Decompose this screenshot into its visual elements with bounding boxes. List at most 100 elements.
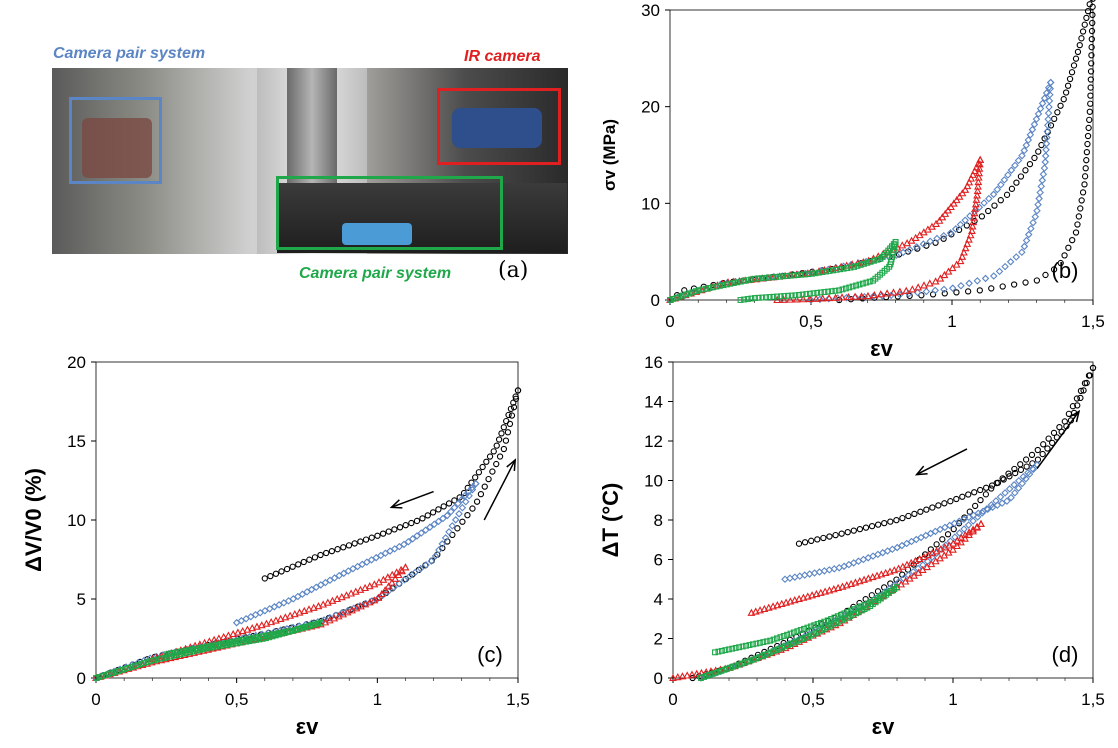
platform: [277, 183, 567, 253]
data-point: [965, 528, 974, 536]
data-point: [1077, 394, 1084, 402]
data-point: [982, 491, 990, 498]
data-point: [1006, 473, 1013, 480]
data-point: [1031, 154, 1038, 162]
data-point: [834, 583, 843, 592]
arrow-head: [389, 499, 403, 509]
data-point: [836, 287, 842, 294]
data-point: [999, 283, 1006, 290]
data-point: [829, 585, 838, 593]
data-point: [952, 195, 961, 204]
data-point: [678, 672, 687, 680]
data-point: [815, 568, 824, 576]
data-point: [838, 293, 846, 301]
data-point: [1054, 109, 1061, 116]
data-point: [1074, 402, 1081, 409]
data-point: [828, 616, 835, 622]
data-point: [1087, 68, 1095, 75]
data-point: [940, 543, 949, 551]
data-point: [902, 286, 911, 294]
data-point: [1089, 364, 1097, 372]
data-point: [151, 657, 157, 664]
data-point: [955, 517, 963, 526]
data-point: [898, 541, 906, 550]
data-point: [1039, 170, 1048, 179]
data-point: [351, 540, 358, 547]
data-point: [1023, 463, 1030, 470]
data-point: [448, 522, 457, 530]
plot-frame: [95, 361, 519, 679]
data-point: [1069, 403, 1077, 410]
data-point: [278, 568, 285, 575]
x-tick-label: 1: [947, 312, 956, 331]
chart-b: 0 10 20 30 0 0,5 1 1,5 εv σv (MPa) (b): [600, 0, 1105, 361]
data-point: [923, 242, 930, 249]
series-square: [698, 584, 900, 681]
data-point: [1028, 451, 1036, 459]
data-point: [803, 592, 812, 600]
data-point: [1047, 122, 1055, 129]
data-point: [941, 209, 950, 217]
data-point: [839, 286, 846, 293]
data-point: [944, 531, 952, 538]
data-point: [980, 199, 988, 207]
arrow-head: [914, 465, 928, 476]
data-point: [363, 558, 371, 566]
data-point: [372, 553, 380, 562]
data-point: [805, 570, 814, 578]
x-tick-label: 1,5: [506, 690, 530, 709]
y-tick-label: 20: [67, 353, 86, 372]
data-point: [386, 547, 394, 555]
data-point: [732, 644, 739, 651]
data-point: [826, 267, 833, 274]
data-point: [424, 512, 431, 519]
data-point: [743, 642, 749, 649]
data-point: [1044, 445, 1051, 452]
series-triangle: [666, 155, 985, 304]
data-point: [807, 296, 815, 304]
data-point: [312, 583, 320, 592]
data-point: [1032, 115, 1041, 123]
data-point: [295, 608, 304, 616]
data-point: [367, 556, 376, 564]
data-point: [926, 237, 934, 246]
data-point: [1050, 429, 1058, 437]
data-point: [997, 180, 1005, 189]
data-point: [703, 285, 710, 292]
data-point: [1077, 205, 1084, 212]
data-point: [421, 526, 430, 534]
data-point: [844, 292, 853, 301]
data-point: [940, 270, 949, 279]
data-point: [906, 245, 914, 254]
data-point: [991, 202, 998, 209]
data-point: [974, 159, 983, 167]
data-point: [756, 606, 764, 614]
y-tick-label: 16: [644, 353, 663, 372]
data-point: [949, 199, 958, 207]
x-tick-label: 1: [373, 690, 382, 709]
y-axis-label: ΔT (°C): [598, 483, 623, 558]
data-point: [505, 411, 512, 419]
data-point: [342, 591, 351, 599]
data-point: [419, 515, 426, 522]
data-point: [964, 288, 972, 295]
data-point: [792, 295, 801, 303]
data-point: [289, 595, 298, 603]
data-point: [959, 493, 966, 500]
data-point: [387, 578, 396, 586]
data-point: [321, 578, 330, 587]
data-point: [847, 579, 856, 587]
data-point: [261, 607, 269, 615]
data-point: [969, 525, 978, 533]
data-point: [1024, 136, 1033, 144]
x-axis-label: εv: [872, 714, 895, 739]
data-point: [670, 295, 677, 302]
data-point: [957, 281, 965, 290]
data-point: [925, 279, 934, 287]
data-point: [931, 277, 940, 285]
data-point: [93, 675, 99, 681]
data-point: [774, 293, 780, 300]
data-point: [242, 614, 250, 623]
x-tick-label: 0,5: [225, 690, 249, 709]
y-tick-label: 0: [654, 669, 663, 688]
